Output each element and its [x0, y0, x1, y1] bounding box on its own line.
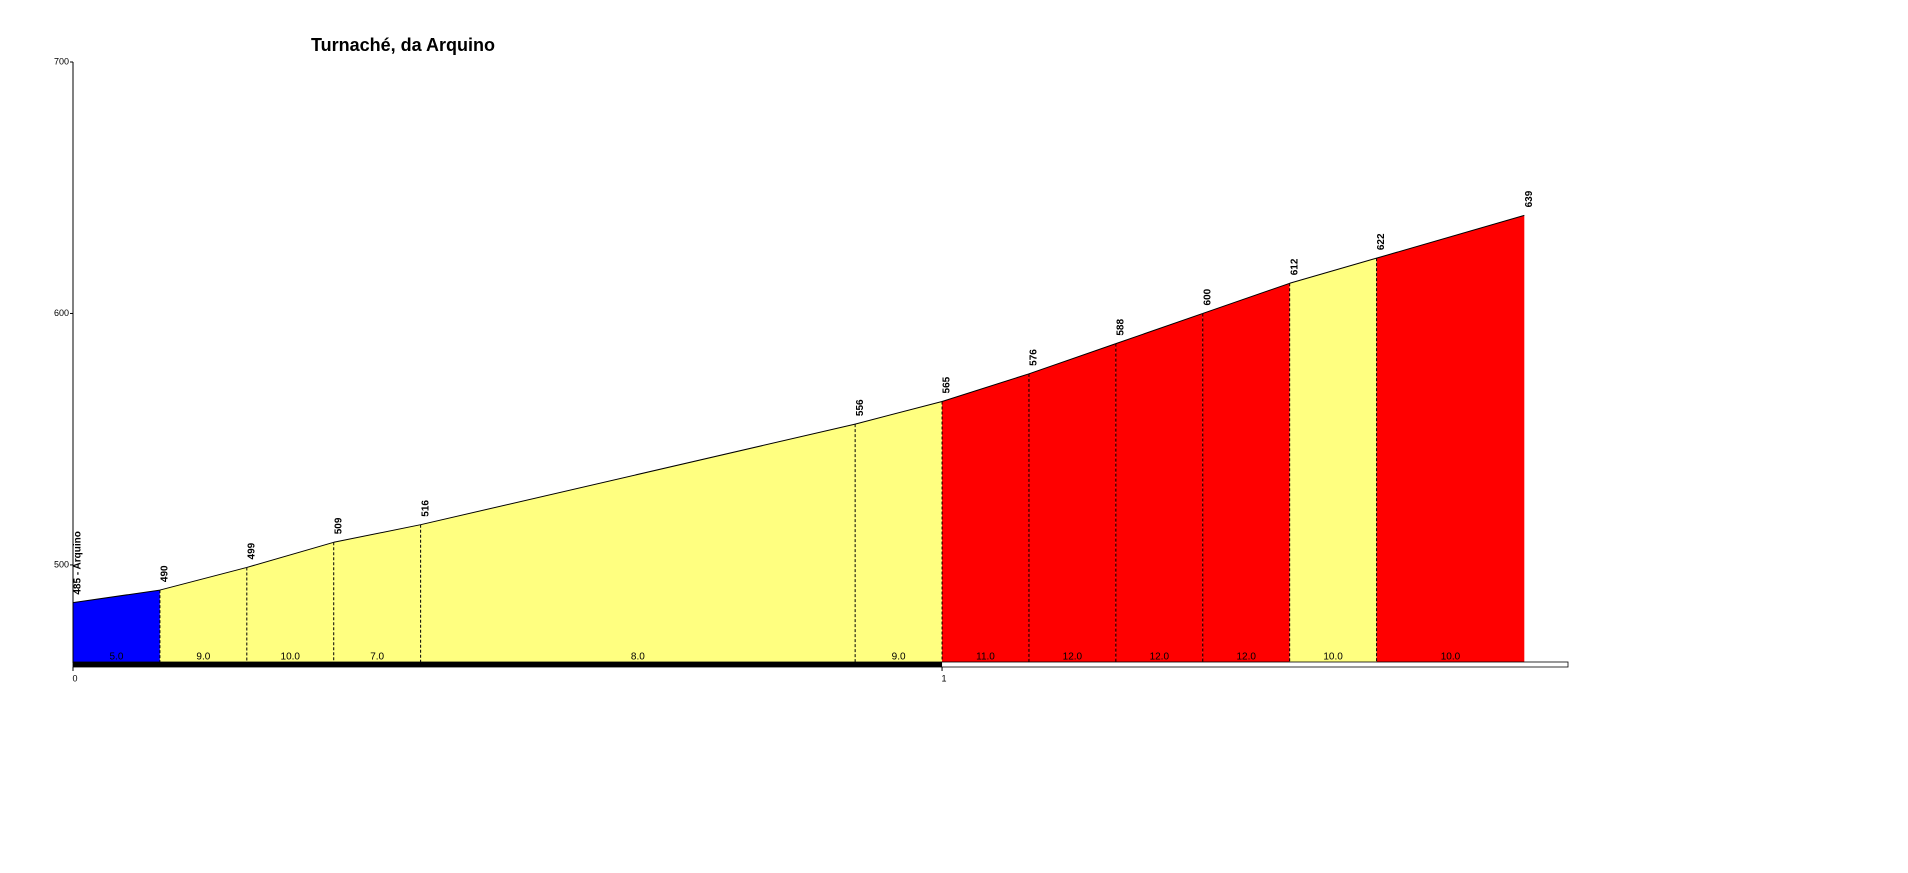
elevation-label: 509	[333, 517, 344, 534]
elevation-label: 490	[160, 565, 171, 582]
x-tick-label: 0	[72, 673, 77, 683]
segment	[1115, 313, 1203, 663]
segment	[1376, 215, 1525, 663]
elevation-label: 622	[1376, 233, 1387, 250]
km-bar	[73, 662, 943, 667]
profile-line	[72, 589, 160, 604]
gradient-label: 10.0	[1323, 652, 1343, 663]
segment	[1289, 258, 1377, 663]
gradient-label: 12.0	[1150, 652, 1170, 663]
profile-line	[941, 373, 1030, 402]
y-tick-label: 600	[54, 308, 69, 318]
elevation-label: 576	[1029, 349, 1040, 366]
segment	[246, 542, 334, 663]
elevation-label: 588	[1115, 319, 1126, 336]
profile-line	[1028, 343, 1117, 375]
elevation-label: 639	[1524, 190, 1535, 207]
elevation-label: 600	[1202, 288, 1213, 305]
gradient-label: 9.0	[892, 652, 906, 663]
x-tick-label: 1	[942, 673, 947, 683]
gradient-label: 8.0	[631, 652, 645, 663]
profile-line	[420, 423, 856, 526]
segment	[1202, 283, 1290, 663]
gradient-label: 12.0	[1236, 652, 1256, 663]
gradient-label: 12.0	[1063, 652, 1083, 663]
segment	[73, 590, 160, 663]
chart-title: Turnaché, da Arquino	[311, 35, 495, 55]
y-tick-label: 700	[54, 56, 69, 66]
gradient-label: 9.0	[196, 652, 210, 663]
segment	[1028, 343, 1116, 663]
segment	[333, 524, 421, 663]
gradient-label: 7.0	[370, 652, 384, 663]
elevation-label: 516	[420, 500, 431, 517]
gradient-label: 10.0	[1441, 652, 1461, 663]
elevation-label: 565	[942, 376, 953, 393]
y-tick-label: 500	[54, 559, 69, 569]
profile-line	[1289, 257, 1377, 284]
elevation-label: 499	[246, 542, 257, 559]
segment	[420, 424, 856, 663]
gradient-label: 5.0	[109, 652, 123, 663]
segment	[159, 567, 247, 663]
profile-line	[1115, 312, 1203, 345]
gradient-label: 11.0	[976, 652, 995, 663]
profile-line	[1202, 282, 1290, 314]
segment	[942, 373, 1029, 663]
profile-line	[1376, 214, 1525, 259]
profile-line	[855, 400, 943, 425]
segment	[855, 401, 943, 663]
profile-line	[246, 541, 334, 568]
profile-line	[333, 524, 421, 543]
elevation-label: 556	[855, 399, 866, 416]
elevation-label: 485 - Arquino	[73, 531, 84, 595]
gradient-label: 10.0	[281, 652, 301, 663]
elevation-label: 612	[1289, 258, 1300, 275]
profile-line	[159, 566, 247, 591]
